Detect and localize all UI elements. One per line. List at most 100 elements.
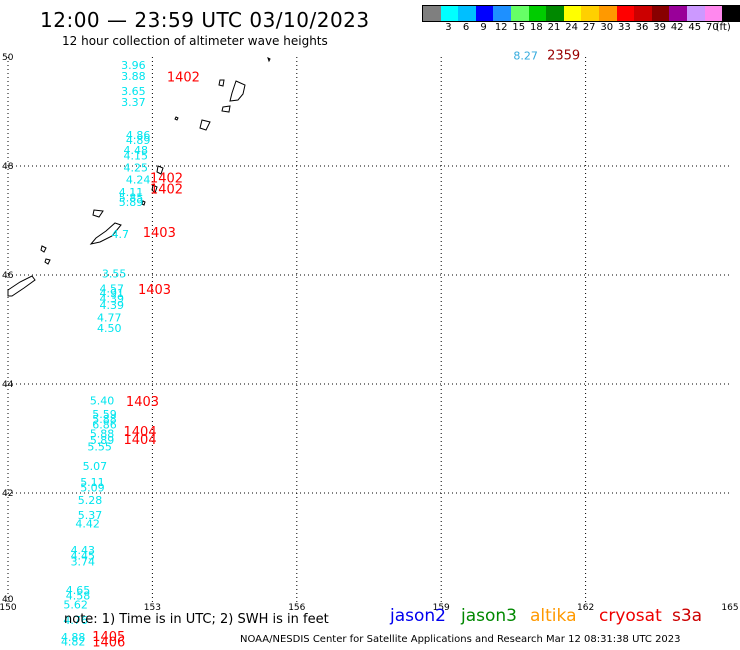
island-shape bbox=[199, 119, 211, 131]
legend-swatch bbox=[704, 6, 723, 21]
wave-height-label: 5.55 bbox=[87, 440, 112, 453]
wave-height-label: 4.15 bbox=[124, 149, 148, 162]
y-tick-label: 48 bbox=[2, 162, 14, 172]
legend-label: 15 bbox=[512, 22, 526, 33]
wave-height-label: 4.88 bbox=[61, 631, 86, 644]
wave-height-label: 4.48 bbox=[124, 144, 148, 157]
x-tick-label: 156 bbox=[288, 603, 305, 613]
wave-height-label: 4.57 bbox=[99, 282, 124, 295]
wave-height-label: 3.96 bbox=[121, 59, 146, 72]
x-tick-label: 159 bbox=[433, 603, 450, 613]
legend-label: 39 bbox=[653, 22, 666, 33]
time-label: 1402 bbox=[167, 71, 200, 86]
island-shape bbox=[221, 105, 231, 113]
x-tick-label: 153 bbox=[144, 603, 161, 613]
island-shape bbox=[151, 184, 158, 194]
wave-height-label: 5.59 bbox=[92, 408, 117, 421]
wave-height-label: 5.85 bbox=[119, 191, 144, 204]
y-tick-label: 46 bbox=[2, 271, 14, 281]
island-shape bbox=[229, 80, 246, 102]
wave-height-label: 5.62 bbox=[63, 599, 88, 612]
page-subtitle: 12 hour collection of altimeter wave hei… bbox=[62, 34, 328, 48]
legend-label: 27 bbox=[582, 22, 596, 33]
wave-height-label: 4.11 bbox=[119, 186, 144, 199]
legend-label: 45 bbox=[688, 22, 702, 33]
island-shape bbox=[267, 57, 271, 63]
legend-swatch bbox=[651, 6, 670, 21]
legend-label: 9 bbox=[480, 22, 487, 33]
legend-label: 70 bbox=[706, 22, 719, 33]
color-scale-legend bbox=[422, 5, 740, 22]
legend-swatch bbox=[634, 6, 652, 21]
time-label: 1404 bbox=[124, 425, 157, 440]
legend-swatch bbox=[669, 6, 687, 21]
wave-height-label: 4.89 bbox=[126, 134, 151, 147]
wave-height-label: 5.88 bbox=[90, 427, 115, 440]
y-tick-label: 44 bbox=[2, 380, 14, 390]
island-shape bbox=[156, 165, 164, 175]
island-shape bbox=[7, 275, 36, 297]
legend-label: 6 bbox=[462, 22, 470, 33]
legend-swatch bbox=[581, 6, 599, 21]
legend-unit: (ft) bbox=[715, 22, 731, 33]
legend-swatch bbox=[528, 6, 547, 21]
wave-height-label: 4.91 bbox=[99, 287, 124, 300]
wave-height-label: 5.28 bbox=[78, 494, 103, 507]
legend-swatch bbox=[493, 6, 511, 21]
legend-swatch bbox=[440, 6, 459, 21]
wave-height-label: 6.86 bbox=[92, 419, 117, 432]
wave-height-label: 4.50 bbox=[97, 322, 122, 335]
satellite-name: cryosat bbox=[599, 606, 662, 626]
time-label: 2359 bbox=[547, 49, 580, 64]
wave-height-label: 5.40 bbox=[90, 395, 115, 408]
time-label: 1403 bbox=[143, 226, 176, 241]
wave-height-label: 8.27 bbox=[513, 50, 538, 63]
wave-height-label: 5.37 bbox=[78, 509, 103, 522]
wave-height-label: 5.11 bbox=[80, 476, 105, 489]
legend-swatch bbox=[546, 6, 564, 21]
wave-height-label: 4.58 bbox=[66, 589, 91, 602]
legend-swatch bbox=[616, 6, 635, 21]
legend-label: 12 bbox=[494, 22, 508, 33]
wave-height-label: 3.74 bbox=[71, 555, 96, 568]
wave-height-label: 5.89 bbox=[119, 196, 144, 209]
time-label: 1403 bbox=[138, 283, 171, 298]
legend-swatch bbox=[423, 6, 441, 21]
legend-swatch bbox=[686, 6, 705, 21]
wave-height-label: 4.39 bbox=[99, 292, 124, 305]
satellite-name: jason3 bbox=[461, 606, 517, 626]
island-shape bbox=[218, 79, 225, 87]
time-label: 1402 bbox=[150, 182, 183, 197]
time-label: 1403 bbox=[126, 395, 159, 410]
wave-height-label: 3.55 bbox=[102, 268, 127, 281]
legend-swatch bbox=[510, 6, 529, 21]
legend-label: 33 bbox=[618, 22, 631, 33]
note-text: note: 1) Time is in UTC; 2) SWH is in fe… bbox=[64, 612, 329, 627]
time-label: 1402 bbox=[150, 171, 183, 186]
time-label: 1406 bbox=[92, 636, 125, 650]
island-shape bbox=[92, 209, 104, 218]
legend-label: 3 bbox=[445, 22, 452, 33]
time-labels: 1402140214021403140314031404140414051406… bbox=[92, 49, 580, 650]
island-shape bbox=[40, 245, 47, 253]
map-grid bbox=[7, 57, 730, 602]
legend-swatch bbox=[598, 6, 617, 21]
legend-label: 42 bbox=[670, 22, 684, 33]
color-scale-labels: 3 6 9 12 15 18 21 24 27 30 33 36 39 42 45 70 (ft) bbox=[422, 22, 740, 34]
wave-height-label: 4.24 bbox=[126, 173, 151, 186]
wave-height-label: 5.89 bbox=[90, 434, 115, 447]
legend-label: 21 bbox=[547, 22, 561, 33]
time-label: 1404 bbox=[124, 433, 157, 448]
legend-label: 36 bbox=[635, 22, 649, 33]
wave-height-label: 3.65 bbox=[121, 85, 146, 98]
wave-height-labels: 3.963.88 3.653.37 4.864.894.484.154.254.24… bbox=[61, 50, 538, 649]
satellite-name: altika bbox=[530, 606, 577, 626]
wave-height-label: 4.25 bbox=[124, 161, 148, 174]
x-tick-label: 150 bbox=[0, 603, 17, 613]
wave-height-label: 3.88 bbox=[121, 70, 146, 83]
footer-credit: NOAA/NESDIS Center for Satellite Applica… bbox=[240, 634, 681, 645]
island-shape bbox=[141, 200, 146, 206]
island-shape bbox=[44, 258, 51, 265]
y-tick-label: 40 bbox=[2, 595, 14, 605]
